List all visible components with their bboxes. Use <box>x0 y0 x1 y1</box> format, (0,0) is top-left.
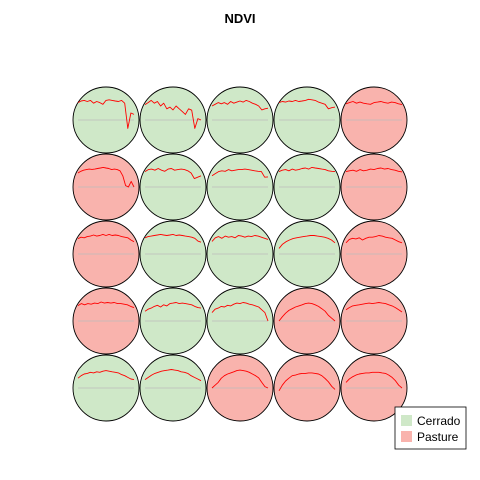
ndvi-profile-line <box>345 235 403 244</box>
neuron-5-3 <box>206 354 274 422</box>
neuron-4-4 <box>273 287 341 355</box>
ndvi-profile-line <box>144 233 202 243</box>
ndvi-profile-line <box>144 168 202 180</box>
neuron-1-4 <box>273 86 341 154</box>
ndvi-profile-line <box>345 302 403 313</box>
ndvi-profile-line <box>211 99 269 111</box>
neuron-1-1 <box>72 86 140 154</box>
neuron-1-3 <box>206 86 274 154</box>
ndvi-profile-line <box>278 98 336 110</box>
neuron-3-4 <box>273 220 341 288</box>
ndvi-profile-line <box>144 369 202 382</box>
neuron-2-1 <box>72 153 140 221</box>
chart-title: NDVI <box>224 11 255 26</box>
neuron-4-3 <box>206 287 274 355</box>
neuron-3-5 <box>340 220 408 288</box>
neuron-1-2 <box>139 86 207 154</box>
neuron-3-2 <box>139 220 207 288</box>
ndvi-profile-line <box>278 372 336 392</box>
neuron-4-5 <box>340 287 408 355</box>
ndvi-profile-line <box>77 301 135 309</box>
ndvi-profile-line <box>278 166 336 173</box>
neuron-5-2 <box>139 354 207 422</box>
neuron-4-2 <box>139 287 207 355</box>
neuron-2-3 <box>206 153 274 221</box>
ndvi-profile-line <box>211 369 269 389</box>
legend-label-cerrado: Cerrado <box>417 414 461 428</box>
ndvi-profile-line <box>144 302 202 312</box>
ndvi-profile-line <box>144 99 202 129</box>
legend-swatch-cerrado <box>401 415 412 426</box>
legend-label-pasture: Pasture <box>417 430 459 444</box>
neuron-grid <box>72 86 408 422</box>
neuron-5-4 <box>273 354 341 422</box>
legend-swatch-pasture <box>401 431 412 442</box>
legend: Cerrado Pasture <box>394 406 467 450</box>
ndvi-profile-line <box>211 235 269 242</box>
ndvi-profile-line <box>211 168 269 178</box>
neuron-5-5 <box>340 354 408 422</box>
ndvi-profile-line <box>77 370 135 381</box>
neuron-1-5 <box>340 86 408 154</box>
neuron-3-1 <box>72 220 140 288</box>
ndvi-profile-line <box>77 166 135 188</box>
ndvi-profile-line <box>278 235 336 249</box>
neuron-2-2 <box>139 153 207 221</box>
neuron-2-4 <box>273 153 341 221</box>
neuron-3-3 <box>206 220 274 288</box>
ndvi-profile-line <box>77 233 135 243</box>
ndvi-profile-line <box>345 167 403 173</box>
ndvi-profile-line <box>278 302 336 322</box>
neuron-5-1 <box>72 354 140 422</box>
ndvi-profile-line <box>345 101 403 106</box>
neuron-2-5 <box>340 153 408 221</box>
ndvi-profile-line <box>345 371 403 389</box>
ndvi-profile-line <box>211 302 269 322</box>
ndvi-profile-line <box>77 99 135 129</box>
neuron-4-1 <box>72 287 140 355</box>
